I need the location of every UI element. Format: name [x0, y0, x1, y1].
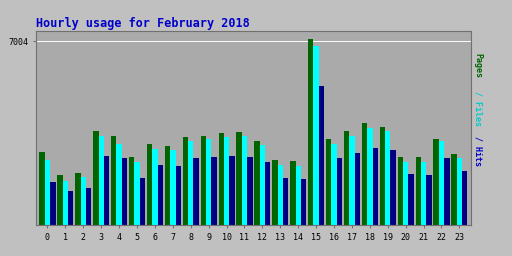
Bar: [439, 141, 444, 225]
Bar: [80, 177, 86, 225]
Bar: [98, 136, 104, 225]
Bar: [165, 146, 170, 225]
Bar: [50, 182, 55, 225]
Bar: [416, 157, 421, 225]
Bar: [224, 137, 229, 225]
Bar: [452, 154, 457, 225]
Bar: [39, 152, 45, 225]
Bar: [111, 136, 116, 225]
Bar: [176, 166, 181, 225]
Bar: [367, 128, 373, 225]
Bar: [398, 157, 403, 225]
Text: / Files: / Files: [474, 91, 483, 126]
Bar: [247, 157, 252, 225]
Bar: [134, 162, 140, 225]
Bar: [104, 156, 109, 225]
Bar: [211, 157, 217, 225]
Bar: [313, 47, 319, 225]
Bar: [301, 179, 306, 225]
Bar: [426, 175, 432, 225]
Bar: [295, 166, 301, 225]
Bar: [140, 178, 145, 225]
Text: Pages: Pages: [474, 53, 483, 78]
Bar: [219, 133, 224, 225]
Bar: [188, 141, 194, 225]
Bar: [93, 131, 98, 225]
Bar: [129, 157, 134, 225]
Bar: [75, 173, 80, 225]
Bar: [380, 127, 385, 225]
Bar: [385, 131, 391, 225]
Bar: [183, 137, 188, 225]
Bar: [290, 161, 295, 225]
Bar: [434, 138, 439, 225]
Bar: [331, 144, 337, 225]
Text: / Hits: / Hits: [474, 136, 483, 166]
Bar: [45, 159, 50, 225]
Bar: [152, 149, 158, 225]
Bar: [237, 132, 242, 225]
Bar: [272, 159, 278, 225]
Bar: [201, 136, 206, 225]
Bar: [116, 144, 122, 225]
Bar: [62, 180, 68, 225]
Bar: [373, 148, 378, 225]
Bar: [421, 162, 426, 225]
Bar: [194, 158, 199, 225]
Bar: [444, 158, 450, 225]
Bar: [242, 136, 247, 225]
Bar: [319, 86, 324, 225]
Bar: [391, 150, 396, 225]
Bar: [308, 39, 313, 225]
Bar: [254, 141, 260, 225]
Bar: [344, 131, 349, 225]
Bar: [337, 158, 342, 225]
Bar: [265, 162, 270, 225]
Bar: [158, 165, 163, 225]
Bar: [326, 138, 331, 225]
Bar: [229, 156, 234, 225]
Bar: [57, 175, 62, 225]
Bar: [122, 158, 127, 225]
Bar: [409, 174, 414, 225]
Bar: [457, 158, 462, 225]
Bar: [147, 144, 152, 225]
Bar: [260, 145, 265, 225]
Bar: [278, 165, 283, 225]
Bar: [206, 138, 211, 225]
Bar: [362, 123, 367, 225]
Bar: [355, 153, 360, 225]
Text: Hourly usage for February 2018: Hourly usage for February 2018: [36, 17, 249, 29]
Bar: [170, 150, 176, 225]
Bar: [349, 136, 355, 225]
Bar: [283, 178, 288, 225]
Bar: [68, 191, 73, 225]
Bar: [403, 162, 409, 225]
Bar: [462, 171, 467, 225]
Bar: [86, 188, 91, 225]
